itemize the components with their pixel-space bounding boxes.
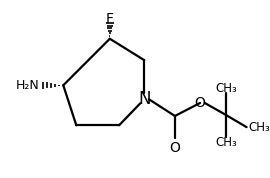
Text: F: F [106, 12, 114, 26]
Text: CH₃: CH₃ [248, 121, 270, 134]
Text: CH₃: CH₃ [215, 82, 237, 95]
Text: N: N [138, 90, 150, 108]
Text: O: O [170, 141, 180, 155]
Text: H₂N: H₂N [15, 79, 39, 92]
Text: CH₃: CH₃ [215, 135, 237, 148]
Text: O: O [195, 96, 205, 110]
